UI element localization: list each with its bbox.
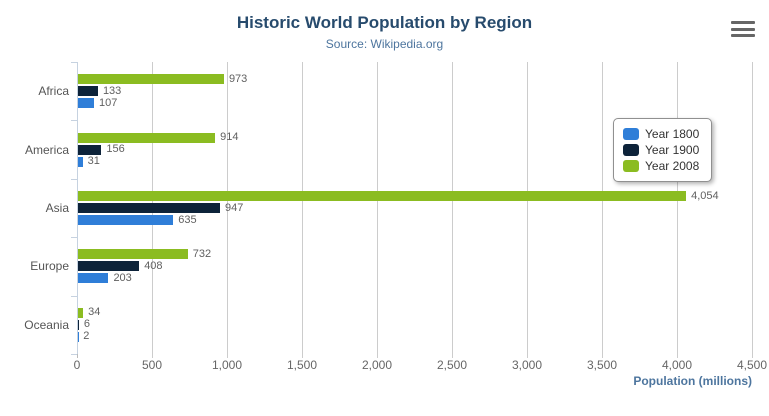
gridline (527, 62, 528, 358)
gridline (377, 62, 378, 358)
gridline (302, 62, 303, 358)
bar-value-label: 31 (87, 155, 100, 168)
bar-value-label: 156 (106, 143, 125, 156)
bar-year-1900[interactable] (78, 203, 221, 213)
category-axis-tick (71, 179, 77, 180)
bar-year-1800[interactable] (78, 156, 83, 167)
bar-year-1800[interactable] (78, 273, 109, 284)
bar-value-label: 133 (102, 84, 122, 97)
gridline (752, 62, 753, 358)
bar-year-2008[interactable] (78, 191, 687, 201)
legend-label: Year 1900 (645, 143, 700, 157)
legend-item-year-1800[interactable]: Year 1800 (623, 126, 699, 142)
bar-value-label: 947 (225, 201, 244, 214)
bar-value-label: 2 (83, 330, 90, 343)
legend-item-year-1900[interactable]: Year 1900 (623, 142, 699, 158)
hamburger-bar (731, 34, 755, 37)
legend-item-year-2008[interactable]: Year 2008 (623, 158, 699, 174)
category-label: Asia (45, 201, 69, 215)
bar-value-label: 914 (220, 131, 239, 144)
category-label: Africa (38, 84, 69, 99)
x-axis-tick-label: 2,500 (436, 358, 468, 372)
legend: Year 1800 Year 1900 Year 2008 (613, 118, 713, 182)
bar-year-1800[interactable] (78, 215, 174, 225)
gridline (452, 62, 453, 358)
hamburger-menu-icon[interactable] (730, 19, 756, 39)
x-axis-tick-label: 3,500 (586, 358, 618, 372)
bar-year-1900[interactable] (78, 86, 98, 97)
bar-year-2008[interactable] (78, 307, 84, 318)
x-axis-tick-label: 1,500 (286, 358, 318, 372)
bar-value-label: 4,054 (691, 189, 719, 202)
category-label: Oceania (24, 317, 69, 332)
bar-year-2008[interactable] (78, 249, 188, 260)
x-axis-tick-label: 4,500 (736, 358, 768, 372)
bar-value-label: 408 (144, 259, 163, 272)
hamburger-bar (731, 27, 755, 31)
x-axis-tick (77, 354, 78, 358)
category-axis-tick (71, 237, 77, 238)
x-axis-tick-label: 500 (141, 358, 163, 372)
bar-year-1900[interactable] (78, 144, 102, 155)
x-axis-tick-label: 3,000 (511, 358, 543, 372)
bar-year-1900[interactable] (78, 319, 79, 330)
bar-value-label: 973 (228, 72, 248, 85)
gridline (227, 62, 228, 358)
x-axis-tick-label: 2,000 (361, 358, 393, 372)
bar-value-label: 6 (83, 318, 91, 331)
bar-year-2008[interactable] (78, 132, 216, 143)
bar-year-1900[interactable] (78, 261, 140, 272)
category-axis-line (77, 62, 78, 354)
category-label: Europe (30, 259, 69, 274)
chart-subtitle: Source: Wikipedia.org (325, 37, 444, 51)
bar-value-label: 34 (88, 306, 101, 319)
legend-swatch (623, 144, 639, 156)
bar-value-label: 635 (178, 213, 197, 226)
legend-label: Year 2008 (645, 159, 700, 173)
category-axis-tick (71, 354, 77, 355)
bar-year-1800[interactable] (78, 98, 95, 109)
x-axis-tick-label: 0 (73, 358, 81, 372)
hamburger-bar (731, 21, 755, 24)
category-label: America (24, 142, 69, 157)
x-axis-title: Population (millions) (633, 374, 752, 388)
category-axis-tick (71, 120, 77, 121)
category-axis-tick (71, 62, 77, 63)
legend-label: Year 1800 (645, 127, 700, 141)
category-axis-tick (71, 296, 77, 297)
bar-value-label: 732 (192, 247, 212, 260)
legend-swatch (623, 128, 639, 140)
gridline (677, 62, 678, 358)
x-axis-tick-label: 4,000 (661, 358, 693, 372)
bar-value-label: 107 (99, 96, 118, 109)
plot-area: 973 133 107 914 156 31 4,054 947 635 732 408 203 34 6… (71, 62, 753, 358)
legend-swatch (623, 160, 639, 172)
bar-value-label: 203 (113, 271, 132, 284)
x-axis-tick-label: 1,000 (211, 358, 243, 372)
bar-year-2008[interactable] (78, 74, 224, 85)
gridline (602, 62, 603, 358)
chart-title: Historic World Population by Region (236, 13, 533, 32)
